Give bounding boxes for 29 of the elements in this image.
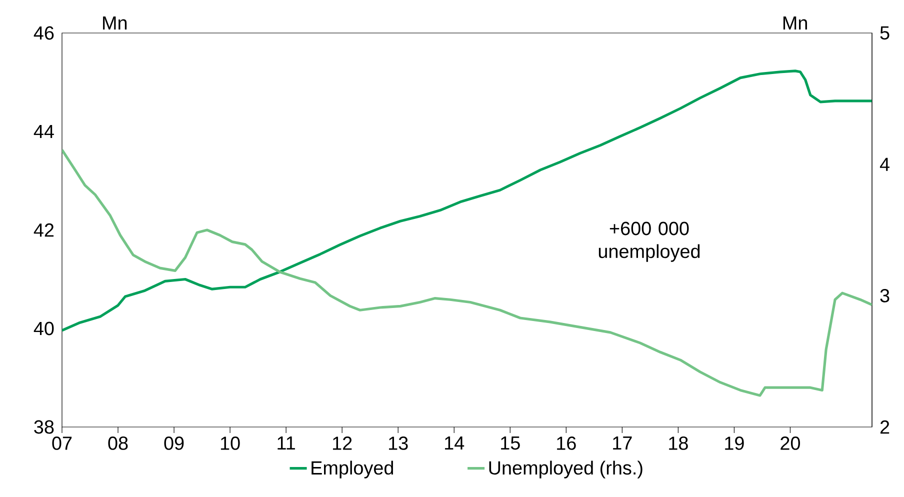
x-tick-label: 08 bbox=[108, 436, 128, 450]
y2-tick-label: 4 bbox=[880, 158, 890, 171]
y-tick-label: 38 bbox=[34, 420, 54, 434]
line-series bbox=[62, 70, 872, 332]
x-tick-label: 19 bbox=[725, 436, 744, 450]
x-tick-label: 15 bbox=[501, 436, 520, 450]
y2-tick-label: 5 bbox=[880, 26, 890, 40]
annotation: +600 000 unemployed bbox=[598, 222, 700, 262]
x-tick-label: 12 bbox=[332, 436, 352, 450]
x-tick-label: 13 bbox=[389, 436, 408, 450]
legend-label: Employed bbox=[312, 460, 394, 478]
x-tick-label: 16 bbox=[557, 436, 576, 450]
legend-label: Unemployed (rhs.) bbox=[489, 460, 642, 478]
x-tick-label: 18 bbox=[669, 436, 688, 450]
x-tick-label: 20 bbox=[780, 436, 800, 450]
x-tick-label: 07 bbox=[52, 436, 72, 450]
x-tick-label: 11 bbox=[278, 436, 295, 450]
y-tick-label: 42 bbox=[34, 223, 54, 237]
y2-tick-label: 3 bbox=[880, 288, 890, 302]
y2-axis-title: Mn bbox=[783, 16, 807, 30]
x-tick-label: 10 bbox=[220, 436, 240, 450]
x-tick-label: 14 bbox=[445, 436, 464, 450]
y-tick-label: 44 bbox=[34, 124, 54, 138]
y-tick-label: 46 bbox=[34, 26, 54, 40]
x-tick-label: 17 bbox=[613, 436, 632, 450]
x-tick-label: 09 bbox=[164, 436, 184, 450]
y2-tick-label: 2 bbox=[880, 420, 890, 434]
y-axis-title: Mn bbox=[103, 16, 127, 30]
y-tick-label: 40 bbox=[34, 322, 54, 336]
